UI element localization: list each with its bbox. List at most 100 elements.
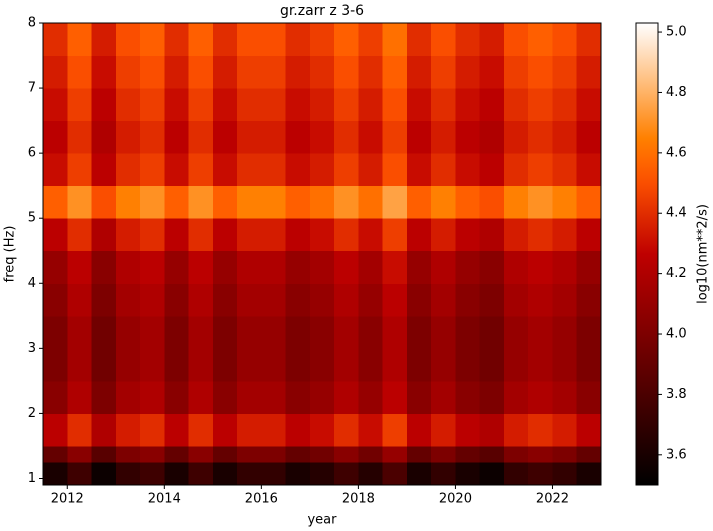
heatmap-cell xyxy=(261,218,287,252)
x-tick-label: 2016 xyxy=(245,492,278,507)
heatmap-cell xyxy=(309,315,335,349)
heatmap-cell xyxy=(528,445,553,463)
y-axis-label: freq (Hz) xyxy=(3,226,18,283)
heatmap-cell xyxy=(479,250,505,284)
heatmap-cell xyxy=(528,185,553,219)
heatmap-cell xyxy=(285,445,311,463)
heatmap-cell xyxy=(576,185,602,219)
heatmap-cell xyxy=(43,413,68,447)
heatmap-cell xyxy=(358,445,384,463)
heatmap-cell xyxy=(382,250,408,284)
y-tick-label: 5 xyxy=(28,211,36,226)
heatmap-cell xyxy=(43,445,68,463)
heatmap-cell xyxy=(285,218,311,252)
heatmap-cell xyxy=(479,55,505,89)
heatmap-cell xyxy=(285,88,311,122)
heatmap-cell xyxy=(140,250,165,284)
heatmap-cell xyxy=(261,283,287,317)
heatmap-cell xyxy=(164,120,190,154)
heatmap-cell xyxy=(43,380,68,414)
heatmap-cell xyxy=(431,445,456,463)
heatmap-cell xyxy=(479,185,505,219)
heatmap-cell xyxy=(382,23,408,57)
heatmap-cell xyxy=(406,283,432,317)
heatmap-cell xyxy=(91,185,117,219)
heatmap-cell xyxy=(261,250,287,284)
heatmap-cell xyxy=(91,462,117,486)
heatmap-cell xyxy=(479,120,505,154)
heatmap-cell xyxy=(358,120,384,154)
heatmap-cell xyxy=(406,315,432,349)
heatmap-cell xyxy=(358,153,384,187)
heatmap-cell xyxy=(212,23,238,57)
heatmap-cell xyxy=(552,185,578,219)
heatmap-cell xyxy=(382,153,408,187)
heatmap-cell xyxy=(91,445,117,463)
heatmap-cell xyxy=(285,348,311,382)
heatmap-cell xyxy=(237,445,262,463)
heatmap-cell xyxy=(406,445,432,463)
heatmap-cell xyxy=(67,380,93,414)
heatmap-cell xyxy=(479,315,505,349)
y-tick-label: 4 xyxy=(28,276,36,291)
heatmap-cell xyxy=(67,153,93,187)
heatmap-cell xyxy=(382,380,408,414)
heatmap-cell xyxy=(528,153,553,187)
heatmap-cell xyxy=(309,283,335,317)
plot-frame xyxy=(42,22,602,486)
y-tick-label: 7 xyxy=(28,81,36,96)
heatmap-cell xyxy=(67,315,93,349)
heatmap-cell xyxy=(358,315,384,349)
heatmap-cell xyxy=(91,55,117,89)
x-tick-label: 2022 xyxy=(536,492,569,507)
heatmap-cell xyxy=(479,23,505,57)
heatmap-cell xyxy=(576,413,602,447)
heatmap-cell xyxy=(552,462,578,486)
heatmap-cell xyxy=(479,218,505,252)
heatmap-cell xyxy=(188,23,214,57)
heatmap-cell xyxy=(552,250,578,284)
heatmap-cell xyxy=(309,23,335,57)
heatmap-cell xyxy=(188,88,214,122)
heatmap-cell xyxy=(528,120,553,154)
heatmap-cell xyxy=(188,380,214,414)
heatmap-cell xyxy=(382,413,408,447)
heatmap-cell xyxy=(358,88,384,122)
heatmap-cell xyxy=(212,413,238,447)
heatmap-cell xyxy=(382,218,408,252)
heatmap-cell xyxy=(188,315,214,349)
heatmap-cell xyxy=(431,315,456,349)
heatmap-cell xyxy=(164,380,190,414)
heatmap-cell xyxy=(334,348,359,382)
heatmap-cell xyxy=(479,283,505,317)
heatmap-cell xyxy=(91,315,117,349)
heatmap-cell xyxy=(382,120,408,154)
heatmap-cell xyxy=(140,120,165,154)
heatmap-cell xyxy=(552,283,578,317)
heatmap-cell xyxy=(43,250,68,284)
heatmap-cell xyxy=(455,315,481,349)
heatmap-cell xyxy=(576,462,602,486)
heatmap-cell xyxy=(164,283,190,317)
x-tick-label: 2018 xyxy=(342,492,375,507)
heatmap-cell xyxy=(358,348,384,382)
heatmap-cell xyxy=(91,348,117,382)
heatmap-cell xyxy=(43,153,68,187)
heatmap-cell xyxy=(164,445,190,463)
heatmap-cell xyxy=(164,462,190,486)
heatmap-cell xyxy=(382,462,408,486)
colorbar-tick-label: 5.0 xyxy=(666,25,687,40)
heatmap-cell xyxy=(261,88,287,122)
heatmap-cell xyxy=(164,348,190,382)
heatmap-cell xyxy=(67,462,93,486)
heatmap-cell xyxy=(91,120,117,154)
heatmap-cell xyxy=(503,88,529,122)
heatmap-cell xyxy=(431,55,456,89)
heatmap-cell xyxy=(455,218,481,252)
colorbar-tick-label: 4.2 xyxy=(666,266,687,281)
heatmap-cell xyxy=(503,23,529,57)
heatmap-cell xyxy=(528,23,553,57)
heatmap-cell xyxy=(67,445,93,463)
heatmap-cell xyxy=(503,120,529,154)
